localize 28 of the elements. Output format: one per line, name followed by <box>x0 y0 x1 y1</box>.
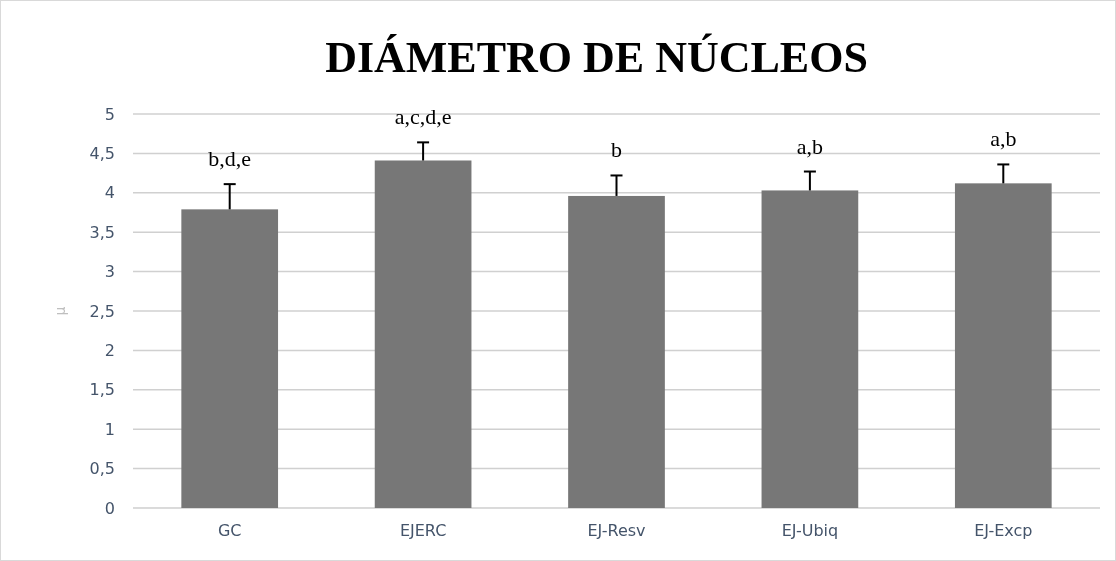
y-tick-label: 3,5 <box>89 222 115 242</box>
annotation: b,d,e <box>208 146 252 172</box>
y-axis-title: μ <box>51 306 68 316</box>
x-tick-label: EJ-Resv <box>587 521 646 540</box>
y-tick-label: 4 <box>104 183 115 203</box>
y-tick-label: 1 <box>104 419 115 439</box>
bar <box>374 160 472 508</box>
y-tick-label: 5 <box>104 104 115 124</box>
y-tick-label: 2,5 <box>89 301 115 321</box>
annotation: a,b <box>990 126 1017 152</box>
annotation: a,c,d,e <box>394 104 452 130</box>
y-tick-label: 4,5 <box>89 144 115 163</box>
x-tick-label: EJERC <box>399 521 447 540</box>
chart-title: DIÁMETRO DE NÚCLEOS <box>325 33 868 82</box>
x-tick-label: EJ-Excp <box>974 521 1033 540</box>
bar <box>181 209 279 508</box>
y-tick-label: 0,5 <box>89 459 115 479</box>
bar <box>761 190 859 508</box>
y-tick-label: 3 <box>104 262 115 282</box>
x-tick-label: EJ-Ubiq <box>781 521 839 540</box>
annotation: a,b <box>796 133 824 159</box>
y-tick-label: 1,5 <box>89 380 115 400</box>
annotation: b <box>611 137 622 163</box>
y-tick-label: 2 <box>104 341 115 360</box>
bar <box>568 195 665 508</box>
y-tick-label: 0 <box>104 498 115 518</box>
x-tick-label: GC <box>217 521 242 540</box>
bar <box>954 183 1052 508</box>
